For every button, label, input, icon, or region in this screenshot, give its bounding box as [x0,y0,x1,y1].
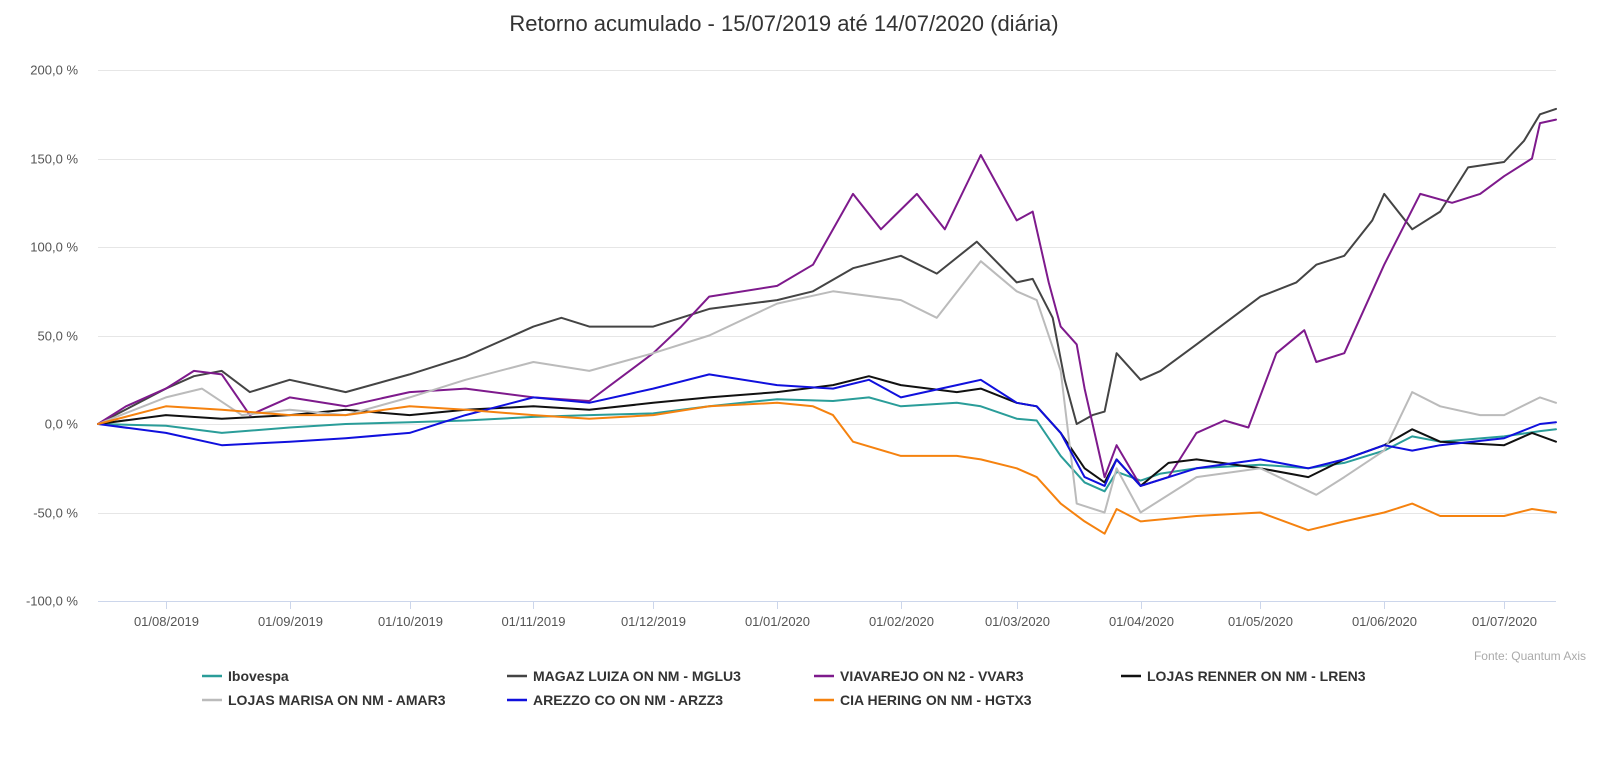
legend-label-5: AREZZO CO ON NM - ARZZ3 [533,692,723,708]
y-tick-label-2: 100,0 % [30,240,78,255]
chart-title: Retorno acumulado - 15/07/2019 até 14/07… [509,11,1058,36]
y-tick-label-5: -50,0 % [33,506,78,521]
legend-item-2[interactable]: VIAVAREJO ON N2 - VVAR3 [814,668,1024,684]
x-tick-label-4: 01/12/2019 [621,614,686,629]
y-tick-label-1: 150,0 % [30,152,78,167]
y-tick-label-3: 50,0 % [38,329,79,344]
legend-label-0: Ibovespa [228,668,289,684]
legend-label-1: MAGAZ LUIZA ON NM - MGLU3 [533,668,741,684]
legend-label-4: LOJAS MARISA ON NM - AMAR3 [228,692,446,708]
series-lines [97,107,1557,535]
legend-item-6[interactable]: CIA HERING ON NM - HGTX3 [814,692,1032,708]
x-tick-label-11: 01/07/2020 [1472,614,1537,629]
legend-label-3: LOJAS RENNER ON NM - LREN3 [1147,668,1366,684]
series-line-6[interactable] [97,401,1557,535]
legend-label-2: VIAVAREJO ON N2 - VVAR3 [840,668,1024,684]
series-line-2[interactable] [97,118,1557,487]
x-tick-label-6: 01/02/2020 [869,614,934,629]
legend-item-5[interactable]: AREZZO CO ON NM - ARZZ3 [507,692,723,708]
series-line-1[interactable] [97,107,1557,425]
y-tick-label-0: 200,0 % [30,63,78,78]
x-tick-label-0: 01/08/2019 [134,614,199,629]
legend-item-1[interactable]: MAGAZ LUIZA ON NM - MGLU3 [507,668,741,684]
x-tick-label-9: 01/05/2020 [1228,614,1293,629]
series-line-3[interactable] [97,375,1557,487]
x-tick-label-8: 01/04/2020 [1109,614,1174,629]
y-tick-label-4: 0,0 % [45,417,79,432]
y-tick-label-6: -100,0 % [26,594,78,609]
x-tick-label-7: 01/03/2020 [985,614,1050,629]
x-axis: 01/08/2019 01/09/2019 01/10/2019 01/11/2019… [98,601,1556,629]
x-tick-label-1: 01/09/2019 [258,614,323,629]
x-tick-label-5: 01/01/2020 [745,614,810,629]
x-tick-label-3: 01/11/2019 [501,614,565,629]
x-tick-label-2: 01/10/2019 [378,614,443,629]
x-tick-label-10: 01/06/2020 [1352,614,1417,629]
y-axis: 200,0 % 150,0 % 100,0 % 50,0 % 0,0 % -50,0 % -… [26,63,78,609]
legend-item-3[interactable]: LOJAS RENNER ON NM - LREN3 [1121,668,1366,684]
chart-credit: Fonte: Quantum Axis [1474,649,1586,663]
series-line-5[interactable] [97,373,1557,487]
legend-item-4[interactable]: LOJAS MARISA ON NM - AMAR3 [202,692,446,708]
series-line-4[interactable] [97,260,1557,514]
legend-label-6: CIA HERING ON NM - HGTX3 [840,692,1032,708]
legend-item-0[interactable]: Ibovespa [202,668,289,684]
legend: Ibovespa MAGAZ LUIZA ON NM - MGLU3 VIAVARE… [202,668,1366,708]
grid-lines [98,70,1556,602]
